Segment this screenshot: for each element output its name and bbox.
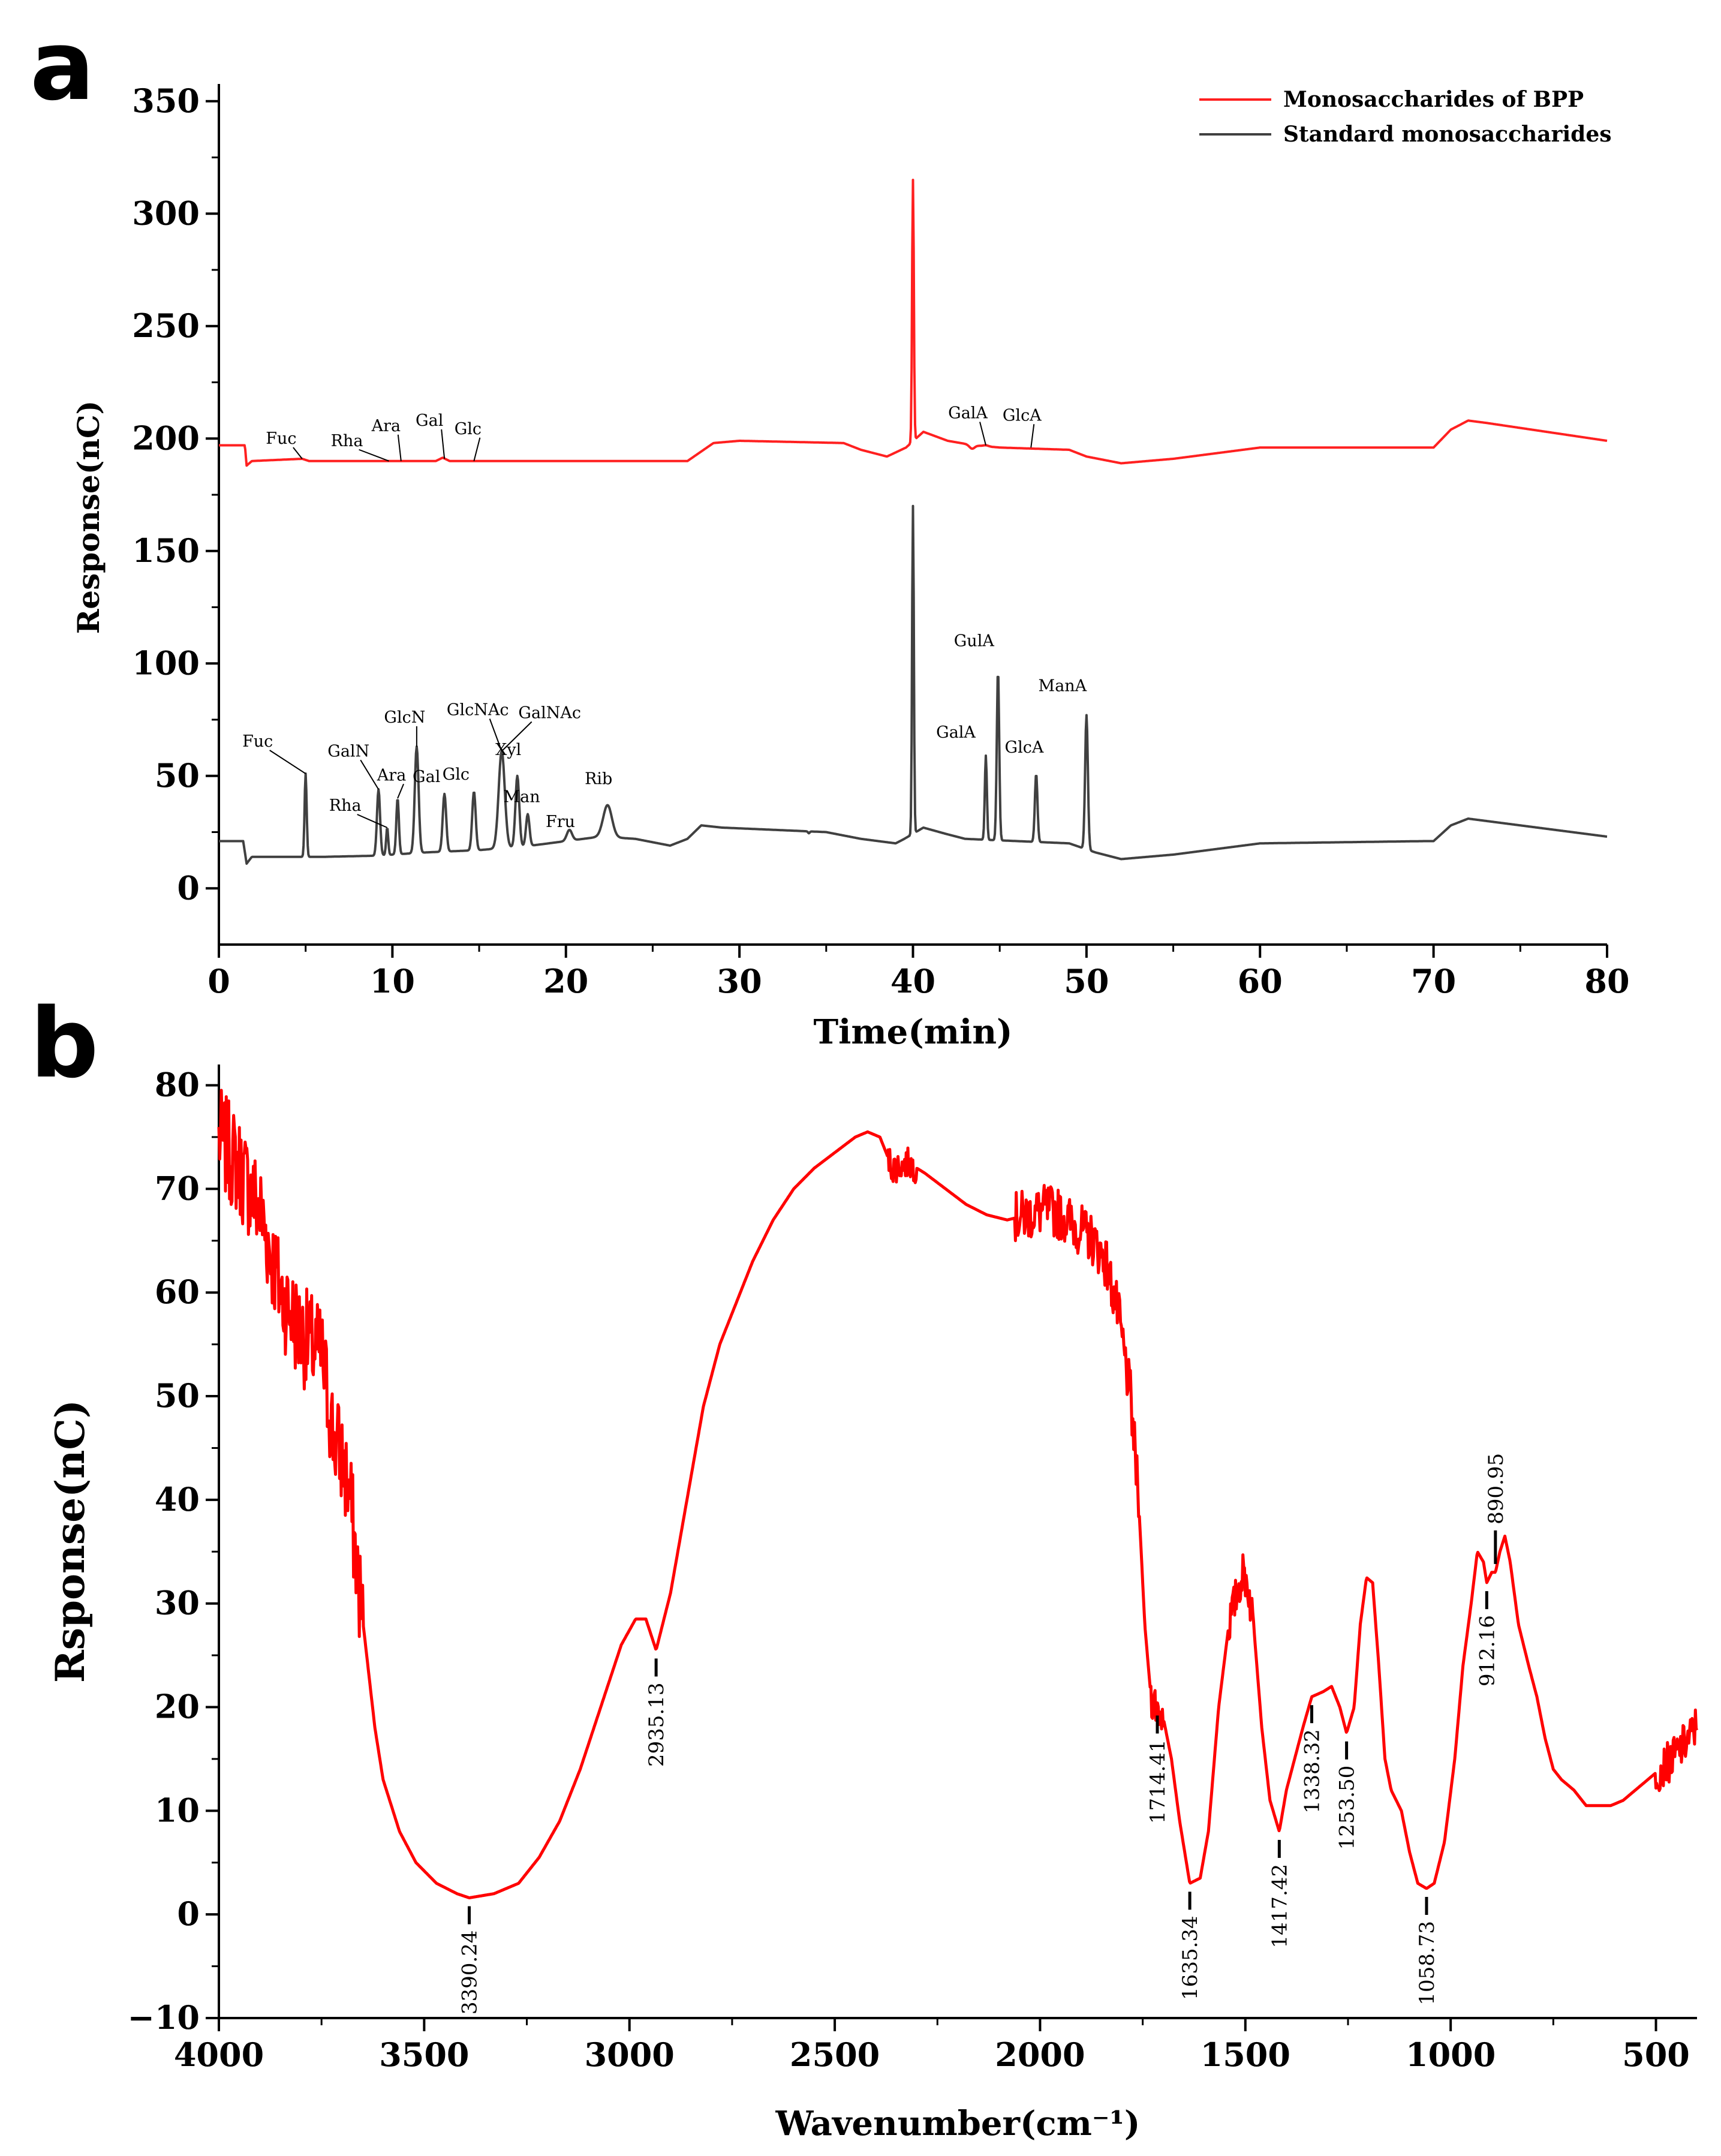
a-y-tick-label: 50 <box>155 756 200 795</box>
a-peak-annotation: Ara <box>371 417 401 435</box>
a-annotation-leader <box>293 447 303 459</box>
a-peak-annotation: Rha <box>331 432 363 450</box>
b-y-tick-label: 80 <box>155 1066 200 1104</box>
b-y-tick-label: 10 <box>155 1791 200 1829</box>
a-peak-annotation: GulA <box>954 632 995 651</box>
a-y-tick-label: 200 <box>132 419 200 457</box>
b-y-tick-label: 40 <box>155 1480 200 1518</box>
b-peak-label: 1338.32 <box>1301 1729 1325 1814</box>
a-peak-annotation: Fuc <box>266 429 296 448</box>
a-peak-annotation: Glc <box>443 765 470 784</box>
a-x-tick-label: 30 <box>717 962 762 1000</box>
b-peak-label: 1417.42 <box>1268 1864 1292 1948</box>
b-x-tick-label: 3500 <box>379 2035 469 2074</box>
a-x-tick-label: 50 <box>1064 962 1109 1000</box>
a-y-axis-title: Response(nC) <box>71 401 106 635</box>
b-y-tick-label: 60 <box>155 1273 200 1311</box>
a-peak-annotation: GlcN <box>384 708 425 727</box>
b-y-tick-label: 50 <box>155 1376 200 1415</box>
b-peak-label: 890.95 <box>1484 1453 1508 1524</box>
a-peak-annotation: Glc <box>455 420 482 438</box>
a-x-tick-label: 20 <box>543 962 588 1000</box>
a-peak-annotation: GlcNAc <box>447 701 509 720</box>
a-y-tick-label: 100 <box>132 644 200 682</box>
a-y-tick-label: 300 <box>132 194 200 232</box>
a-annotation-leader <box>269 750 306 774</box>
b-peak-label: 912.16 <box>1475 1615 1499 1686</box>
a-peak-annotation: GalA <box>936 723 976 742</box>
a-annotation-leader <box>359 449 389 462</box>
a-peak-annotation: Rib <box>585 770 612 789</box>
a-peak-annotation: GalA <box>948 404 988 423</box>
b-peak-label: 3390.24 <box>458 1931 482 2015</box>
chart-b-ir-spectrum: −10 0 10 20 30 40 50 60 70 80 4000 3500 3000 2500 2000… <box>47 1065 1699 2143</box>
a-series-line-1 <box>218 504 1608 865</box>
b-x-tick-label: 4000 <box>174 2035 264 2074</box>
a-peak-annotation: GlcA <box>1003 406 1042 425</box>
b-peak-label: 1253.50 <box>1335 1766 1359 1850</box>
b-spectrum-line <box>217 1088 1699 1899</box>
a-peak-annotation: Ara <box>377 766 407 784</box>
a-x-tick-label: 60 <box>1238 962 1283 1000</box>
b-x-tick-label: 2000 <box>995 2035 1085 2074</box>
b-y-tick-label: 0 <box>177 1895 200 1933</box>
a-peak-annotation: GlcA <box>1005 738 1044 757</box>
a-annotation-leader <box>489 718 503 751</box>
a-peak-annotation: Fuc <box>242 732 273 751</box>
a-x-tick-label: 10 <box>370 962 415 1000</box>
b-peak-label: 1635.34 <box>1178 1916 1202 2000</box>
a-peak-annotation: Man <box>504 788 540 807</box>
panel-b-letter: b <box>30 987 99 1099</box>
a-annotation-leader <box>501 721 532 752</box>
a-x-tick-label: 70 <box>1411 962 1456 1000</box>
a-annotation-leader <box>360 759 380 790</box>
b-x-tick-label: 1000 <box>1406 2035 1496 2074</box>
b-x-tick-label: 3000 <box>585 2035 675 2074</box>
b-x-axis-title: Wavenumber(cm⁻¹) <box>775 2104 1141 2143</box>
b-x-tick-label: 1500 <box>1201 2035 1290 2074</box>
a-legend-label-0: Monosaccharides of BPP <box>1283 87 1584 112</box>
a-x-axis-title: Time(min) <box>813 1012 1012 1052</box>
b-x-tick-label: 500 <box>1622 2035 1690 2074</box>
a-x-tick-label: 80 <box>1584 962 1629 1000</box>
a-annotation-leader <box>1030 424 1035 448</box>
a-y-tick-label: 150 <box>132 531 200 570</box>
b-peak-label: 1058.73 <box>1415 1921 1439 2005</box>
a-series-line-0 <box>218 179 1608 467</box>
a-peak-annotation: GalN <box>327 742 369 760</box>
a-y-tick-label: 350 <box>132 82 200 120</box>
b-x-tick-label: 2500 <box>790 2035 880 2074</box>
a-peak-annotation: GalNAc <box>518 704 581 723</box>
a-peak-annotation: Xyl <box>495 741 521 759</box>
a-annotation-leader <box>979 422 987 446</box>
a-peak-annotation: Rha <box>329 796 362 815</box>
b-peak-label: 1714.41 <box>1146 1740 1170 1824</box>
b-y-tick-label: −10 <box>128 1998 200 2037</box>
a-peak-annotation: Gal <box>416 411 443 430</box>
a-legend-label-1: Standard monosaccharides <box>1283 122 1612 147</box>
a-peak-annotation: Fru <box>546 813 575 831</box>
a-peak-annotation: ManA <box>1039 677 1087 696</box>
panel-a-letter: a <box>30 10 95 122</box>
a-annotation-leader <box>397 434 402 461</box>
b-y-tick-label: 70 <box>155 1169 200 1207</box>
b-y-tick-label: 30 <box>155 1584 200 1622</box>
chart-a-chromatogram: 0 50 100 150 200 250 300 350 0 10 20 30 40 50 60 70 80 Ti… <box>71 82 1630 1052</box>
a-y-tick-label: 0 <box>177 868 200 907</box>
b-y-axis-title: Rsponse(nC) <box>47 1400 94 1683</box>
a-annotation-leader <box>473 437 481 461</box>
a-annotation-leader <box>397 783 404 799</box>
b-peak-label: 2935.13 <box>645 1682 669 1767</box>
a-x-tick-label: 40 <box>890 962 935 1000</box>
a-peak-annotation: Gal <box>413 768 440 786</box>
a-annotation-leader <box>357 814 388 828</box>
b-y-tick-label: 20 <box>155 1688 200 1726</box>
a-y-tick-label: 250 <box>132 306 200 345</box>
a-x-tick-label: 0 <box>207 962 230 1000</box>
a-annotation-leader <box>441 429 446 459</box>
